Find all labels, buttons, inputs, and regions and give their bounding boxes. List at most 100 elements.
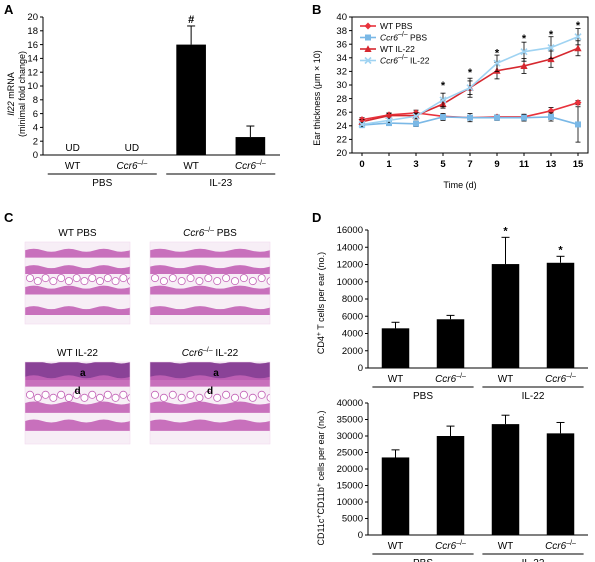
histology-fat-cell: [88, 390, 97, 399]
panel-b-ytick-label: 30: [336, 80, 347, 91]
histology-fat-cell: [222, 274, 231, 283]
histology-fat-cell: [33, 393, 42, 402]
histology-fat-cell: [103, 274, 112, 283]
panel-a-value-label: UD: [65, 143, 79, 154]
panel-b-point: [466, 84, 474, 92]
panel-letter-b: B: [312, 2, 321, 17]
panel-b-xtick-label: 3: [413, 159, 418, 170]
panel-d-cd4-category-label: Ccr6–/–: [435, 373, 466, 385]
panel-a-category-label: WT: [183, 161, 199, 172]
histology-fat-cell: [266, 277, 270, 286]
histology-tissue-band: [25, 306, 130, 315]
panel-b-ytick-label: 36: [336, 39, 347, 50]
panel-b-point: [574, 33, 582, 41]
panel-b-point: [520, 48, 528, 56]
panel-a-ylabel-rest: mRNA: [6, 72, 16, 101]
panel-d-cd11-ytick-label: 15000: [337, 481, 363, 492]
panel-a-ylabel-line2: (minimal fold change): [17, 51, 27, 137]
panel-b-point: [440, 113, 446, 120]
panel-b-xtick-label: 7: [467, 159, 472, 170]
histology-fat-cell: [64, 277, 73, 286]
panel-a-group-label: IL-23: [209, 178, 232, 189]
panel-d-cd11-ytick-label: 5000: [342, 514, 363, 525]
histology-fat-cell: [150, 390, 159, 399]
histology-image-4: [150, 362, 270, 444]
panel-d-cd4-bar: [546, 262, 575, 368]
histology-title-3: WT IL-22: [57, 348, 98, 359]
panel-d-cd4-category-label: WT: [388, 374, 404, 385]
histology-fat-cell: [159, 393, 168, 402]
histology-fat-cell: [177, 277, 186, 286]
panel-a-ytick-label: 0: [33, 150, 38, 161]
panel-d-cd11-ytick-label: 25000: [337, 448, 363, 459]
histology-fat-cell: [186, 274, 195, 283]
panel-b-point: [548, 113, 554, 120]
panel-b-xtick-label: 5: [440, 159, 446, 170]
panel-a-ytick-label: 12: [27, 67, 38, 78]
histology-tissue-band: [150, 285, 270, 295]
histology-tissue-band: [150, 306, 270, 315]
histology-fat-cell: [41, 274, 50, 283]
histology-fat-cell: [111, 393, 120, 402]
histology-fat-cell: [257, 274, 266, 283]
histology-fat-cell: [195, 277, 204, 286]
histology-tissue-band: [150, 419, 270, 431]
panel-b-significance: *: [549, 29, 554, 41]
panel-a-category-label: Ccr6–/–: [116, 160, 147, 172]
histology-fat-cell: [248, 393, 257, 402]
panel-d-cd11-ytick-label: 35000: [337, 415, 363, 426]
panel-d-cd4-ytick-label: 8000: [342, 294, 363, 305]
histology-fat-cell: [33, 277, 42, 286]
histology-fat-cell: [213, 393, 222, 402]
histology-fat-cell: [239, 390, 248, 399]
panel-b-legend-marker: [365, 34, 371, 41]
histology-tissue-band: [150, 265, 270, 274]
panel-b-ytick-label: 40: [336, 12, 347, 23]
histology-fat-cell: [127, 393, 130, 402]
panel-b-significance: *: [495, 47, 500, 59]
histology-fat-cell: [80, 277, 89, 286]
histology-fat-cell: [119, 274, 128, 283]
histology-fat-cell: [168, 274, 177, 283]
panel-b-point: [493, 59, 501, 67]
panel-b-point: [413, 120, 419, 127]
panel-a-ytick-label: 14: [27, 54, 38, 65]
panel-d-cd4-ytick-label: 16000: [337, 225, 363, 236]
panel-b-ytick-label: 20: [336, 148, 347, 159]
panel-b-legend-marker: [364, 56, 372, 65]
histology-title-2: Ccr6–/– PBS: [183, 227, 237, 239]
histology-tissue-band: [25, 419, 130, 431]
histology-fat-cell: [72, 390, 81, 399]
d1-ylabel-b: T cells per ear (no.): [316, 252, 326, 332]
histology-title-4: Ccr6–/– IL-22: [182, 347, 239, 359]
panel-a-ytick-label: 6: [33, 109, 38, 120]
histology-fat-cell: [88, 274, 97, 283]
panel-a-ytick-label: 8: [33, 95, 38, 106]
histology-fat-cell: [266, 393, 270, 402]
panel-b-xlabel: Time (d): [443, 180, 476, 190]
d2-ylabel-sup2: +: [316, 483, 323, 487]
panel-a-ytick-label: 18: [27, 26, 38, 37]
histology-frame: [24, 241, 131, 325]
panel-a-category-label: WT: [65, 161, 81, 172]
panel-b-significance: *: [441, 80, 446, 92]
histology-fat-cell: [213, 277, 222, 286]
panel-d-cd11-chart: CD11c+CD11b+ cells per ear (no.) 0500010…: [316, 398, 588, 562]
panel-b-point: [574, 99, 582, 107]
d2-ylabel-sup: +: [316, 515, 323, 519]
panel-b-point: [385, 111, 393, 119]
histology-fat-cell: [103, 390, 112, 399]
histology-tissue-band: [150, 248, 270, 258]
panel-d-cd4-annotation: *: [503, 225, 508, 237]
panel-d-cd4-ytick-label: 4000: [342, 329, 363, 340]
d2-ylabel-a: CD11c: [316, 518, 326, 545]
panel-b-ytick-label: 22: [336, 135, 347, 146]
panel-a-ytick-label: 4: [33, 123, 38, 134]
panel-d-cd11-category-label: WT: [388, 541, 404, 552]
histology-fat-cell: [204, 274, 213, 283]
histology-fat-cell: [64, 393, 73, 402]
panel-b-legend-marker: [364, 22, 372, 30]
panel-b-significance: *: [468, 67, 473, 79]
panel-d-cd4-ylabel: CD4+ T cells per ear (no.): [316, 252, 326, 354]
